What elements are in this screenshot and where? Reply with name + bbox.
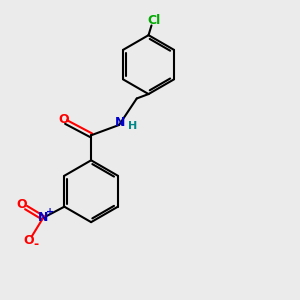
Text: O: O: [58, 112, 69, 126]
Text: Cl: Cl: [147, 14, 160, 27]
Text: -: -: [34, 238, 39, 251]
Text: N: N: [38, 211, 48, 224]
Text: O: O: [16, 198, 27, 211]
Text: H: H: [128, 122, 137, 131]
Text: N: N: [115, 116, 125, 129]
Text: O: O: [24, 234, 34, 247]
Text: +: +: [46, 207, 54, 217]
